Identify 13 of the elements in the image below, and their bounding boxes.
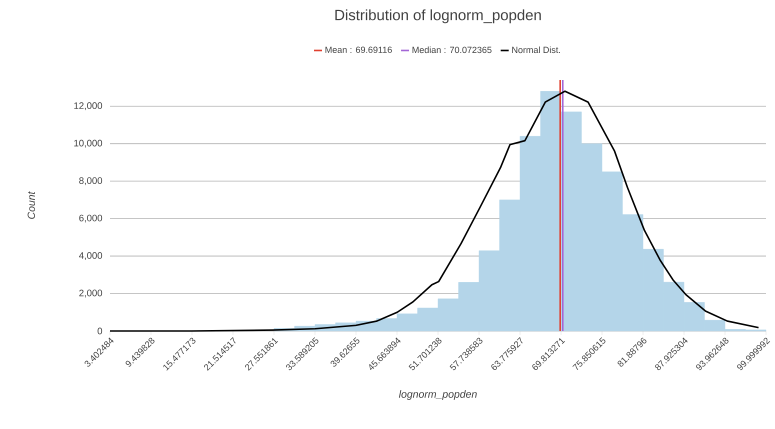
y-tick-label: 12,000 [74, 102, 102, 110]
legend-label: Median : 70.072365 [412, 46, 492, 54]
y-tick-label: 0 [98, 328, 102, 334]
legend-label: Normal Dist. [512, 46, 560, 54]
y-tick-label: 10,000 [74, 140, 102, 148]
y-tick-label: 2,000 [79, 290, 102, 298]
y-tick-label: 8,000 [79, 177, 102, 186]
x-axis-title: lognorm_popden [398, 390, 477, 400]
legend-label: Mean : 69.69116 [326, 46, 392, 53]
y-tick-label: 6,000 [79, 214, 102, 223]
chart-title: Distribution of lognorm_popden [335, 9, 541, 24]
y-tick-label: 4,000 [79, 252, 102, 260]
y-axis-title: Count [28, 191, 35, 219]
